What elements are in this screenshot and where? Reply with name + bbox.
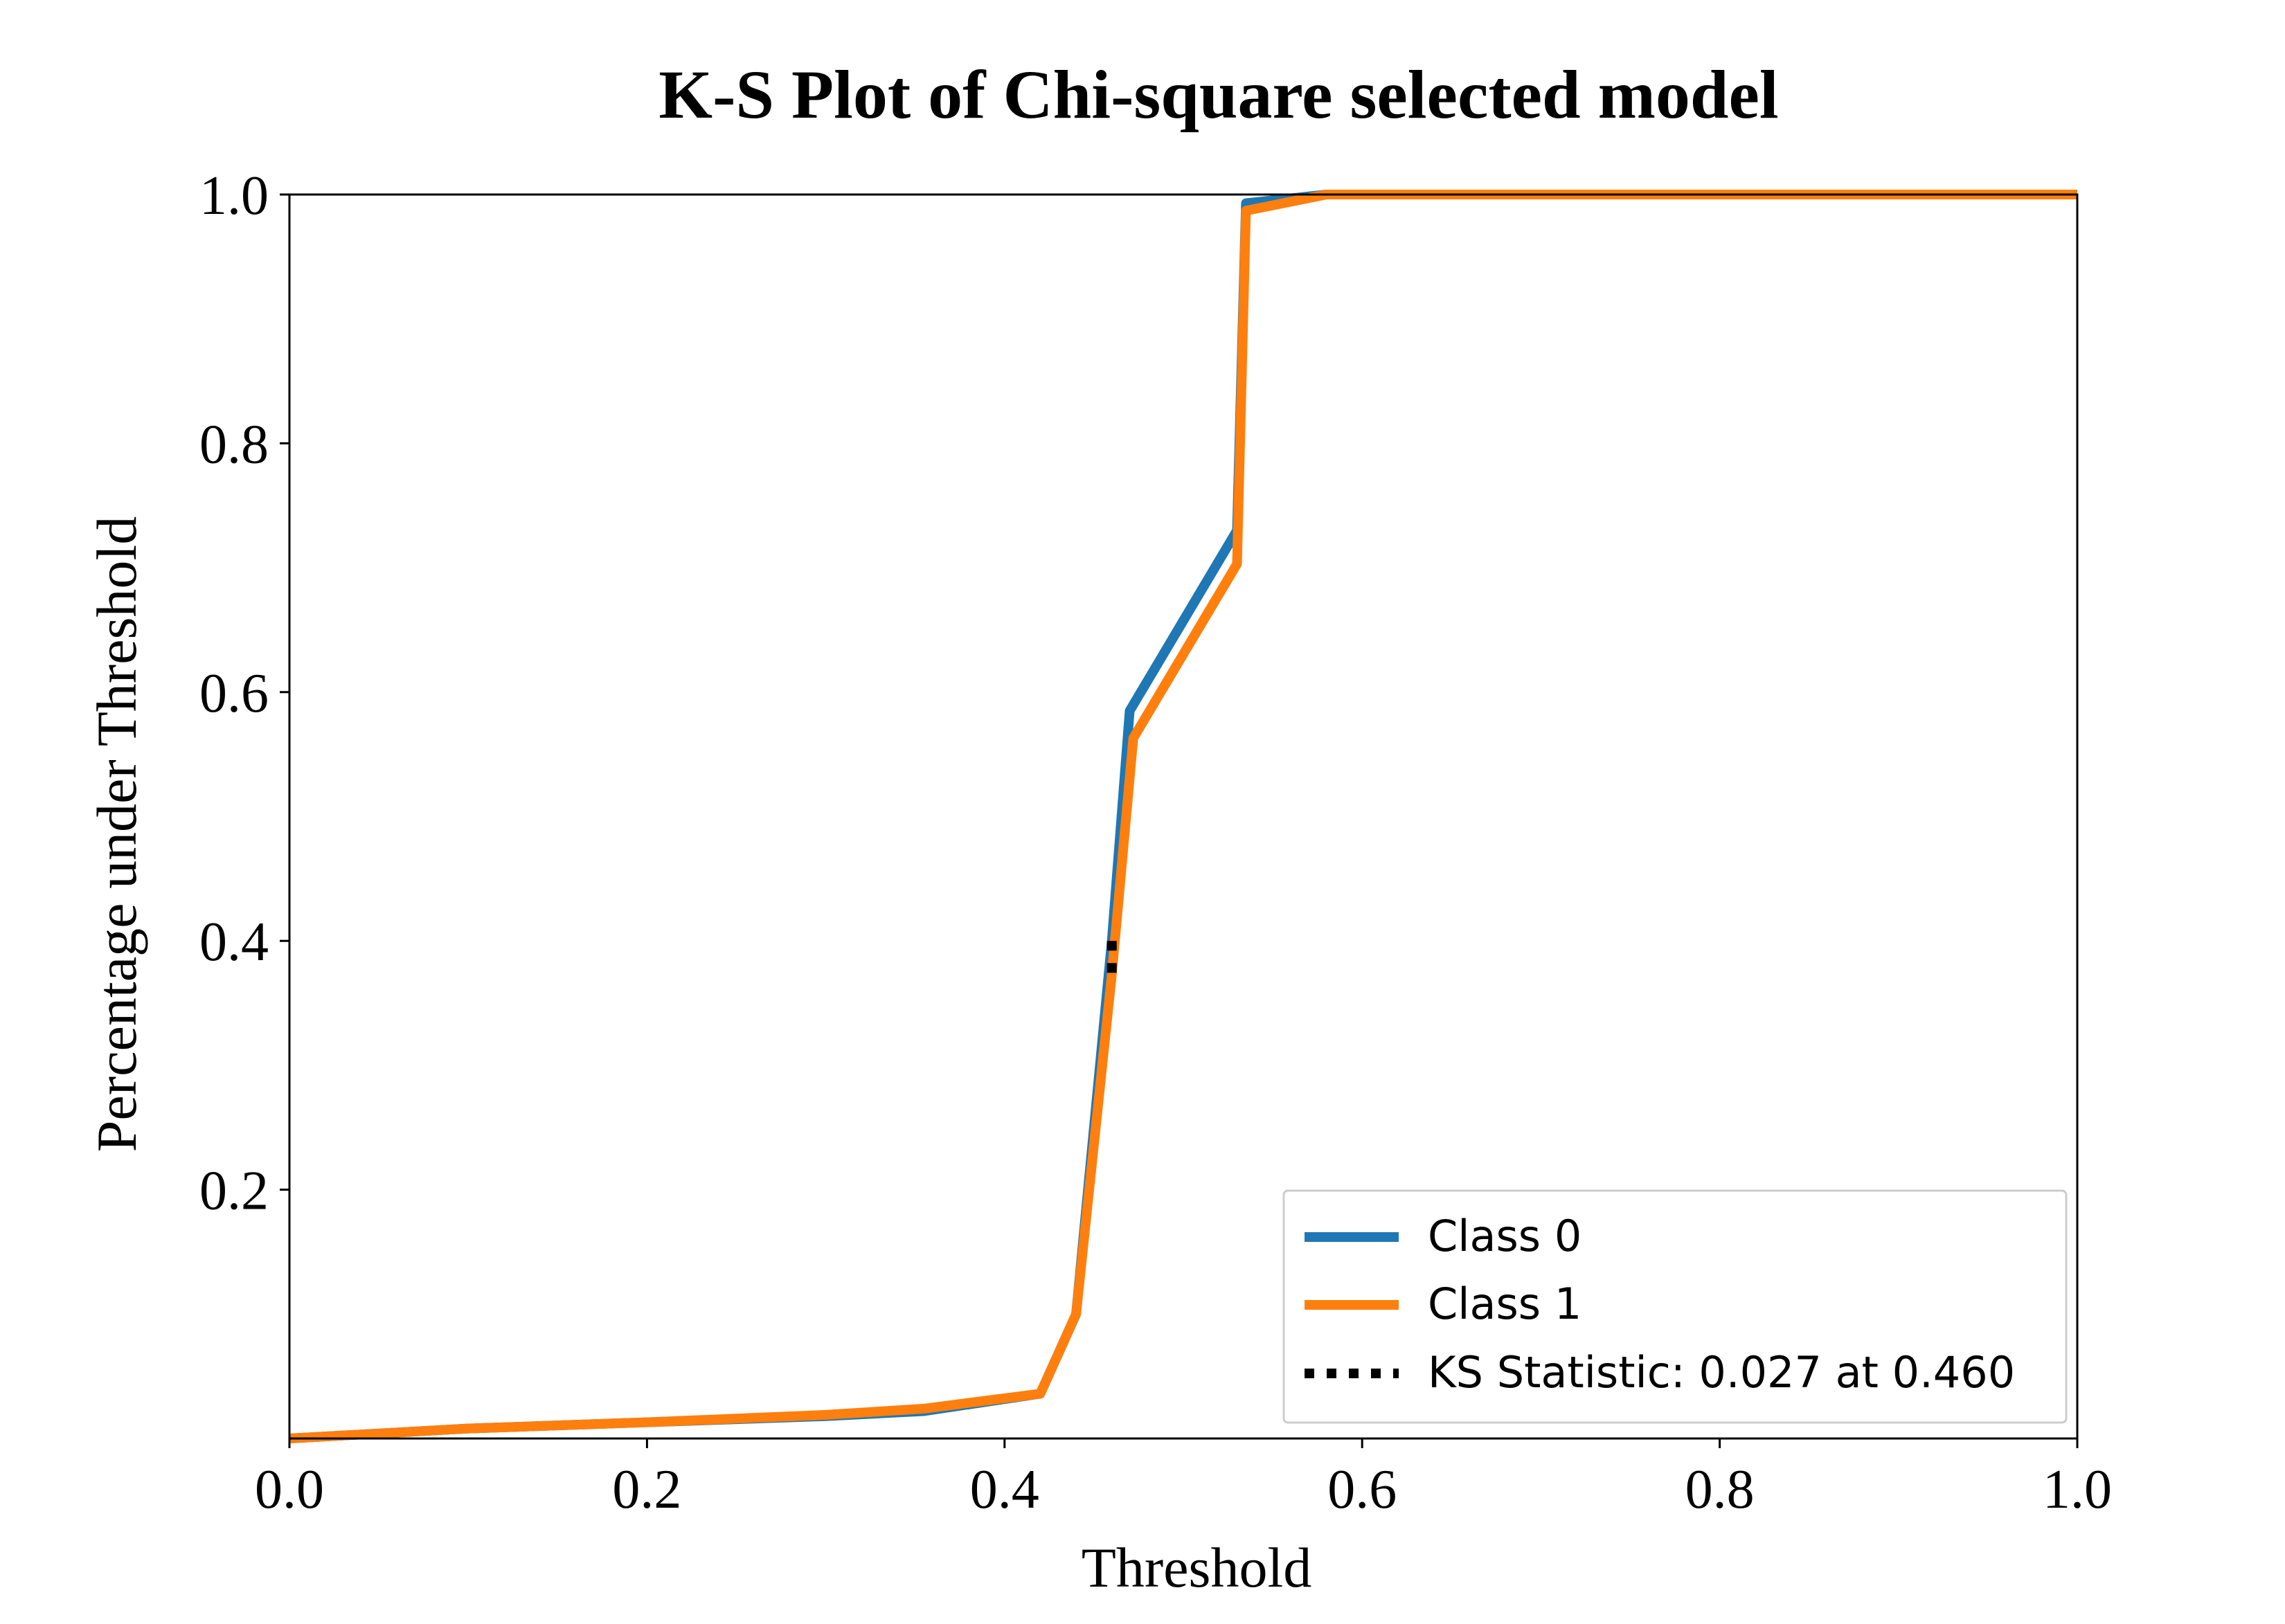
- x-tick-label: 1.0: [2043, 1459, 2112, 1520]
- axes-frame: [288, 193, 2079, 1440]
- axes: [280, 193, 2079, 1448]
- legend-label-class-0: Class 0: [1428, 1211, 1581, 1261]
- series-line-class-1: [289, 190, 2077, 1443]
- tick-labels: 0.0 0.2 0.4 0.6 0.8 1.0 0.2 0.4 0.6 0.8 1.0: [199, 165, 2112, 1520]
- y-tick-label: 1.0: [199, 165, 269, 226]
- legend-label-class-1: Class 1: [1428, 1279, 1581, 1329]
- x-tick-label: 0.0: [255, 1459, 324, 1520]
- plot-area: [289, 190, 2077, 1443]
- y-axis-label: Percentage under Threshold: [85, 516, 148, 1152]
- legend-box: [1282, 1189, 2068, 1424]
- y-tick-label: 0.2: [199, 1161, 269, 1222]
- legend-label-ks-statistic: KS Statistic: 0.027 at 0.460: [1428, 1347, 2015, 1398]
- chart-title: K-S Plot of Chi-square selected model: [658, 56, 1778, 133]
- legend: Class 0 Class 1 KS Statistic: 0.027 at 0…: [1282, 1189, 2068, 1424]
- x-axis-label: Threshold: [1082, 1536, 1311, 1599]
- y-tick-label: 0.8: [199, 414, 269, 475]
- y-tick-label: 0.6: [199, 663, 269, 724]
- y-tick-label: 0.4: [199, 912, 269, 973]
- x-tick-label: 0.8: [1685, 1459, 1755, 1520]
- x-tick-label: 0.2: [612, 1459, 681, 1520]
- x-tick-label: 0.4: [970, 1459, 1039, 1520]
- x-tick-label: 0.6: [1327, 1459, 1397, 1520]
